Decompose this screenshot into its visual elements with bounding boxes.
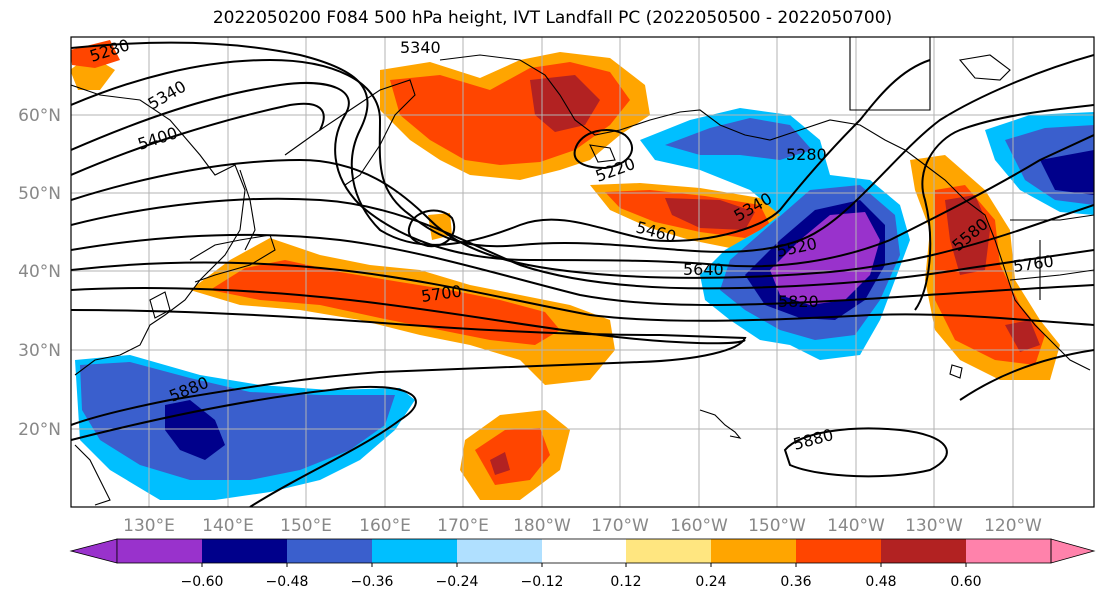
longitude-labels: 130°E 140°E 150°E 160°E 170°E 180°W 170°…: [123, 516, 1042, 536]
colorbar-segment: [881, 539, 966, 563]
lat-label: 30°N: [18, 341, 61, 361]
lat-label: 20°N: [18, 420, 61, 440]
lat-label: 50°N: [18, 184, 61, 204]
colorbar-tick-label: −0.60: [181, 574, 224, 590]
map-title: 2022050200 F084 500 hPa height, IVT Land…: [212, 8, 893, 28]
colorbar-segment: [711, 539, 796, 563]
colorbar-segment: [796, 539, 881, 563]
lon-label: 150°E: [280, 516, 332, 536]
colorbar-tick-label: 0.36: [780, 574, 811, 590]
colorbar-tick-label: 0.60: [950, 574, 981, 590]
lon-label: 160°W: [670, 516, 728, 536]
colorbar-segment: [966, 539, 1051, 563]
colorbar-tick-label: 0.24: [695, 574, 726, 590]
colorbar-tick-label: 0.48: [865, 574, 896, 590]
lon-label: 180°W: [513, 516, 571, 536]
colorbar-tick-label: −0.36: [351, 574, 394, 590]
colorbar-segment: [202, 539, 287, 563]
lon-label: 160°E: [359, 516, 411, 536]
colorbar-segment: [1050, 538, 1096, 564]
lon-label: 120°W: [984, 516, 1042, 536]
lat-label: 40°N: [18, 262, 61, 282]
lon-label: 150°W: [748, 516, 806, 536]
graticule: [71, 37, 1094, 507]
coastlines: [71, 37, 1094, 506]
contour-label: 5280: [786, 145, 827, 164]
lon-label: 140°W: [827, 516, 885, 536]
colorbar-segment: [117, 539, 202, 563]
latitude-labels: 60°N 50°N 40°N 30°N 20°N: [18, 106, 61, 440]
colorbar-segment: [626, 539, 711, 563]
colorbar-tick-label: −0.48: [266, 574, 309, 590]
contour-label: 5340: [400, 38, 441, 57]
colorbar-segment: [372, 539, 457, 563]
lon-label: 170°W: [591, 516, 649, 536]
contour-label: 5640: [683, 260, 724, 279]
colorbar-segment: [457, 539, 542, 563]
colorbar-tick-label: 0.12: [610, 574, 641, 590]
height-contours: [71, 41, 1094, 507]
lon-label: 130°W: [905, 516, 963, 536]
lon-label: 130°E: [123, 516, 175, 536]
colorbar-tick-label: −0.24: [436, 574, 479, 590]
ivt-shading: [71, 40, 1094, 500]
colorbar-segment: [542, 539, 626, 563]
map-frame: [70, 36, 1095, 508]
colorbar-segment: [69, 538, 118, 564]
lon-label: 170°E: [437, 516, 489, 536]
contour-label: 5820: [778, 292, 819, 311]
lon-label: 140°E: [202, 516, 254, 536]
colorbar-tick-label: −0.12: [521, 574, 564, 590]
lat-label: 60°N: [18, 106, 61, 126]
colorbar: −0.60 −0.48 −0.36 −0.24 −0.12 0.12 0.24 …: [69, 538, 1096, 590]
colorbar-segment: [287, 539, 372, 563]
